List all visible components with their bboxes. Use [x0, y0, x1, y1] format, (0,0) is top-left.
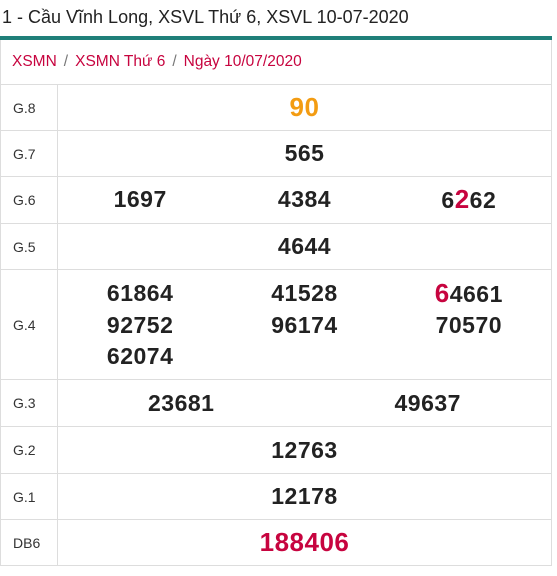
prize-numbers: 4644: [57, 223, 552, 270]
prize-number: 96174: [271, 311, 338, 338]
prize-row-g3: G.3 23681 49637: [0, 379, 552, 427]
prize-numbers: 12763: [57, 426, 552, 474]
prize-number: 62074: [106, 342, 174, 369]
prize-numbers: 12178: [57, 473, 552, 520]
prize-number: 61864: [106, 279, 174, 306]
prize-row-g8: G.8 90: [0, 84, 552, 131]
prize-numbers: 565: [57, 130, 552, 177]
prize-label: G.1: [0, 473, 58, 520]
prize-label: G.2: [0, 426, 58, 474]
prize-number: 92752: [106, 311, 174, 338]
prize-label: G.5: [0, 223, 58, 270]
page-title: 1 - Cầu Vĩnh Long, XSVL Thứ 6, XSVL 10-0…: [2, 7, 409, 27]
prize-label: G.7: [0, 130, 58, 177]
prize-number: 565: [284, 140, 325, 166]
prize-numbers: 23681 49637: [57, 379, 552, 427]
prize-row-g2: G.2 12763: [0, 426, 552, 474]
prize-row-g6: G.6 1697 4384 6262: [0, 176, 552, 224]
prize-label: DB6: [0, 519, 58, 566]
prize-number: 188406: [259, 527, 350, 557]
prize-label: G.6: [0, 176, 58, 224]
breadcrumb-xsmn[interactable]: XSMN: [12, 53, 57, 70]
prize-numbers: 61864 41528 64661 92752 96174 70570 62074: [57, 269, 552, 380]
prize-row-g1: G.1 12178: [0, 473, 552, 520]
prize-number: 1697: [113, 186, 167, 212]
breadcrumb-xsmn-friday[interactable]: XSMN Thứ 6: [75, 53, 166, 70]
highlighted-digit: 6: [434, 277, 450, 308]
breadcrumb: XSMN / XSMN Thứ 6 / Ngày 10/07/2020: [0, 40, 552, 84]
results-table: G.8 90 G.7 565 G.6 1697 4384 6262 G.5 4644 G.4 6186…: [0, 84, 552, 566]
prize-number: 41528: [271, 279, 338, 306]
prize-row-g5: G.5 4644: [0, 223, 552, 270]
prize-label: G.4: [0, 269, 58, 380]
breadcrumb-separator: /: [63, 53, 69, 70]
prize-row-g7: G.7 565: [0, 130, 552, 177]
prize-number: 4644: [277, 233, 332, 259]
highlighted-digit: 2: [454, 184, 470, 214]
prize-numbers: 1697 4384 6262: [57, 176, 552, 224]
prize-number: 12763: [271, 436, 338, 463]
prize-numbers: 90: [57, 84, 552, 131]
prize-number: 6262: [441, 184, 497, 214]
prize-label: G.8: [0, 84, 58, 131]
prize-number: 64661: [434, 277, 503, 308]
breadcrumb-separator: /: [172, 53, 177, 70]
prize-numbers: 188406: [57, 519, 552, 566]
prize-number: 12178: [271, 483, 338, 509]
prize-number: 23681: [148, 389, 215, 416]
prize-number: 70570: [435, 311, 503, 338]
prize-number: 90: [289, 92, 320, 122]
prize-number: 49637: [394, 389, 461, 416]
title-underline: [0, 36, 552, 40]
prize-row-db6: DB6 188406: [0, 519, 552, 566]
prize-label: G.3: [0, 379, 58, 427]
prize-row-g4: G.4 61864 41528 64661 92752 96174 70570 62074: [0, 269, 552, 380]
prize-number: 4384: [277, 186, 332, 212]
breadcrumb-date[interactable]: Ngày 10/07/2020: [183, 53, 302, 70]
